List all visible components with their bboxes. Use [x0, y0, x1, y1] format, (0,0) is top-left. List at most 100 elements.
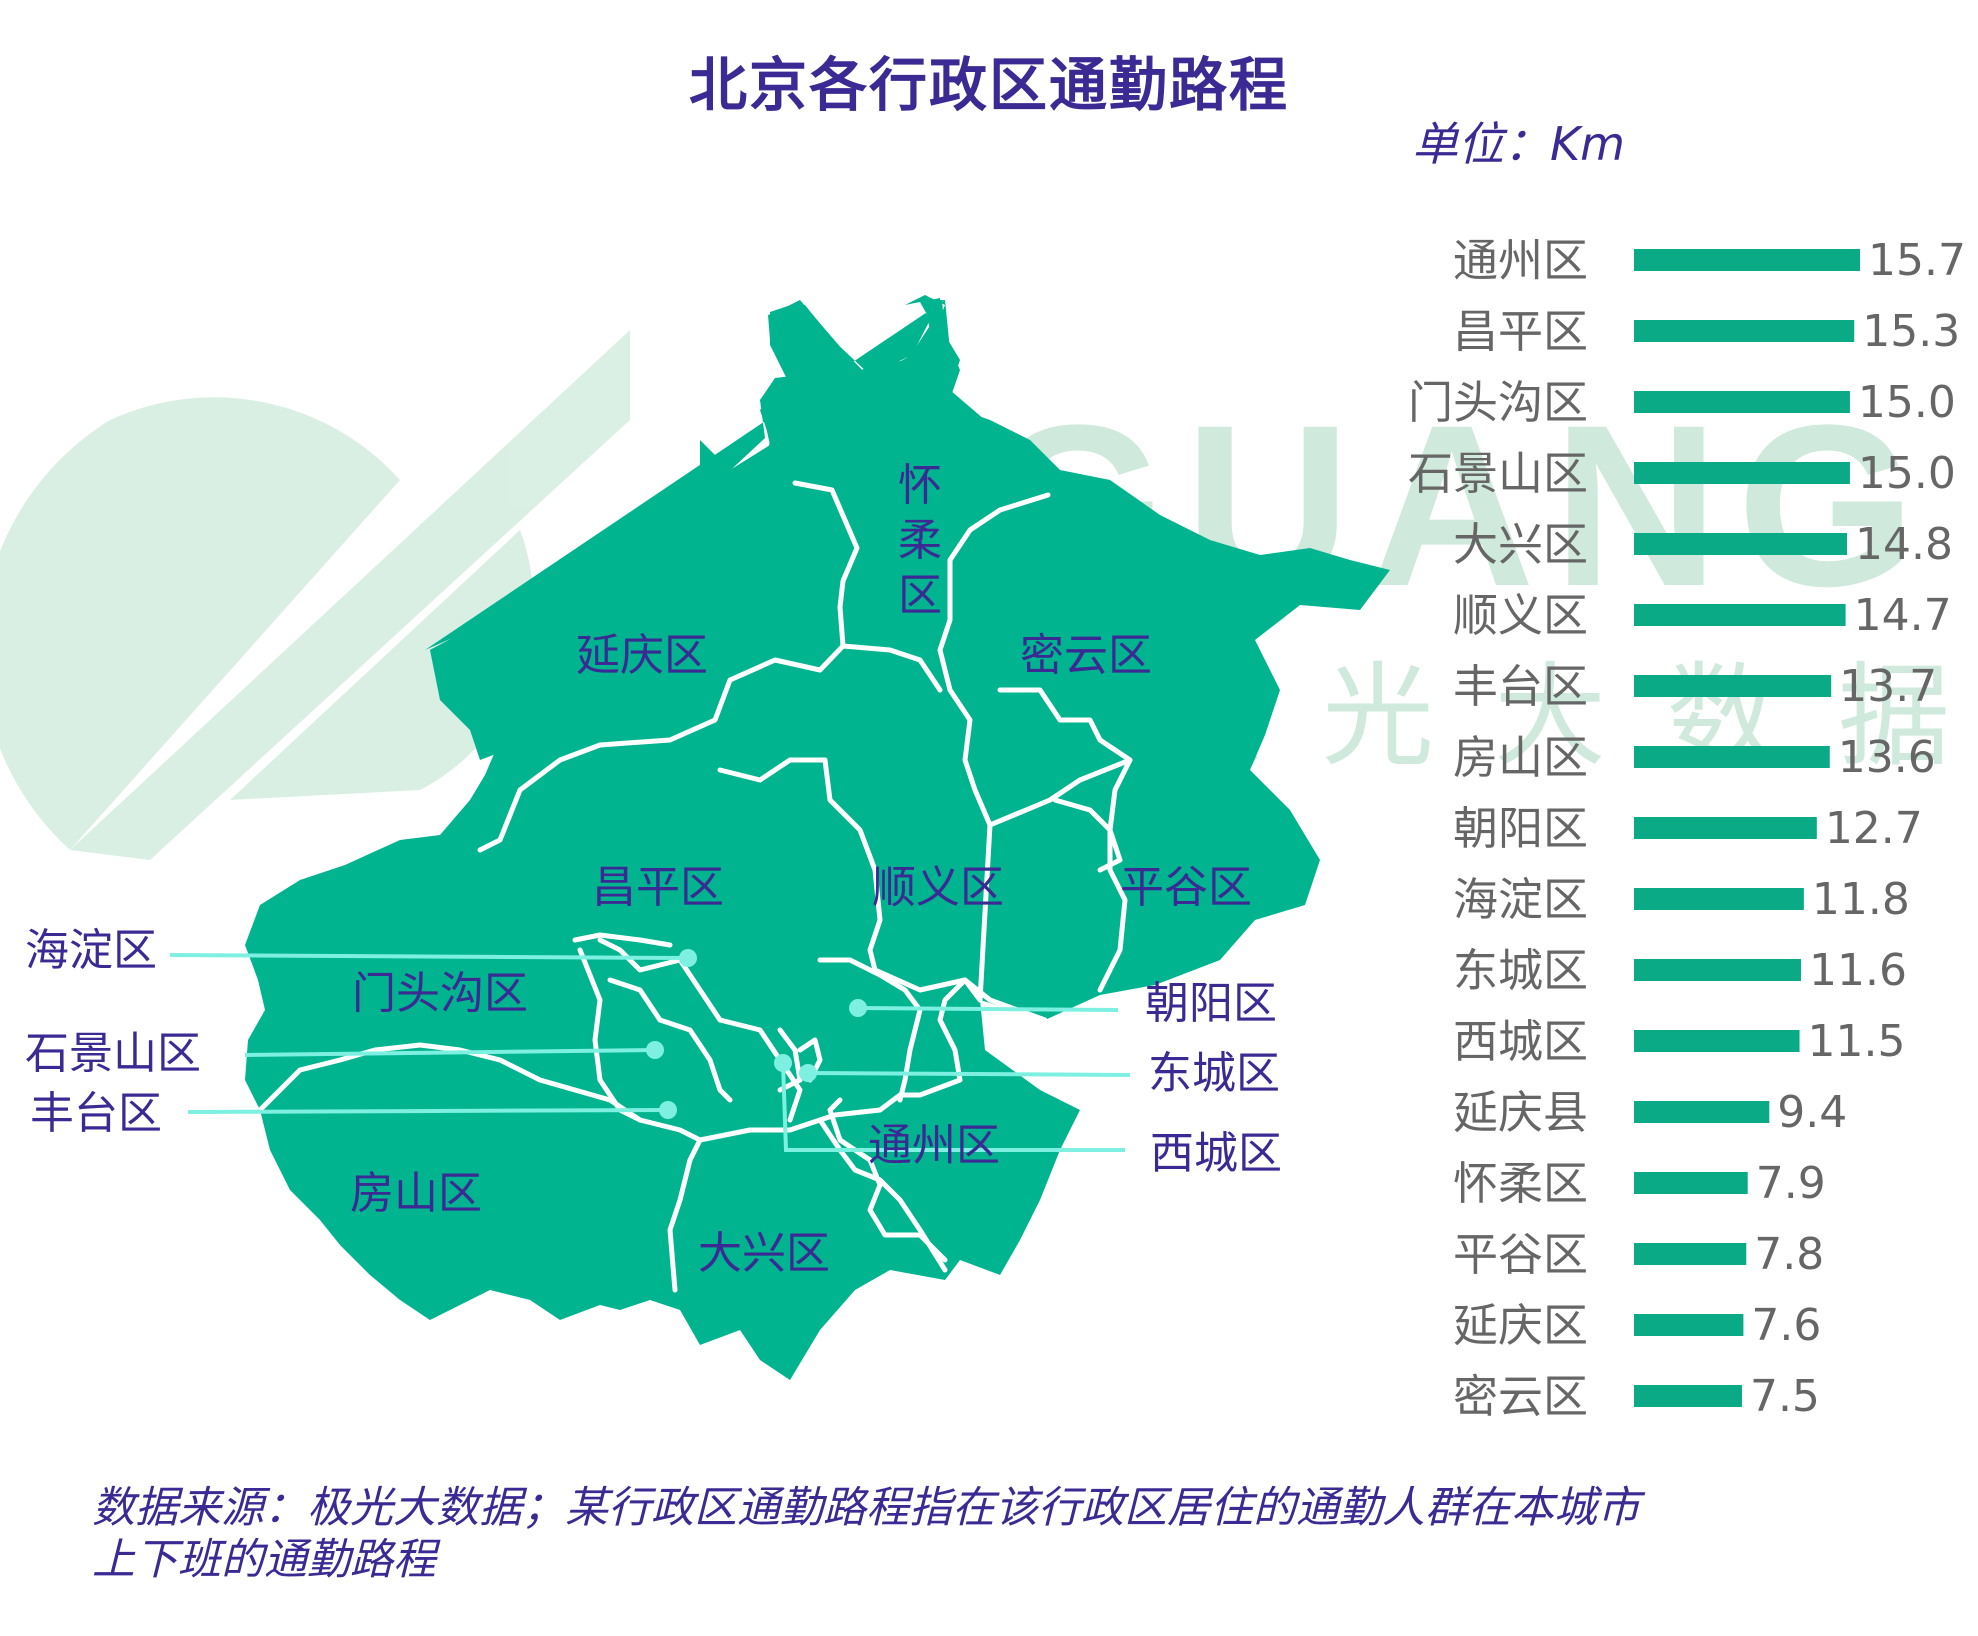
boundary-shijingshan: [607, 977, 733, 1103]
bar-category-label: 门头沟区: [1408, 376, 1588, 429]
map-label-huairou-1: 怀: [898, 460, 942, 511]
bar-category-label: 石景山区: [1408, 447, 1588, 500]
leader-lines: [169, 953, 1131, 1152]
boundary-yanqing: [477, 480, 860, 853]
leader-shijingshan: [244, 1048, 656, 1057]
bar-value-label: 7.6: [1751, 1300, 1821, 1351]
boundary-huairou: [937, 492, 1133, 828]
leader-dots: [646, 949, 867, 1119]
bar-category-label: 延庆县: [1453, 1086, 1588, 1139]
map-yanqing-region: [430, 440, 800, 780]
bar-category-label: 顺义区: [1453, 589, 1588, 642]
map-label-mentougou: 门头沟区: [352, 968, 528, 1019]
bar: [1634, 888, 1804, 910]
bar-value-label: 11.5: [1808, 1016, 1906, 1067]
bar: [1634, 1172, 1748, 1194]
leader-fengtai: [187, 1108, 669, 1114]
leader-xicheng: [781, 1062, 1125, 1152]
bar-value-label: 14.8: [1855, 519, 1953, 570]
boundary-shunyi-pinggu: [1052, 797, 1128, 993]
bar-value-label: 7.9: [1756, 1158, 1826, 1209]
boundary-tongzhou: [827, 1097, 948, 1263]
boundary-xicheng: [777, 1027, 803, 1093]
bar-value-label: 7.8: [1754, 1229, 1824, 1280]
bar: [1634, 675, 1832, 697]
map-label-huairou-3: 区: [898, 570, 942, 621]
bar: [1634, 1314, 1744, 1336]
map-label-fangshan: 房山区: [350, 1168, 482, 1219]
side-label-chaoyang: 朝阳区: [1145, 978, 1277, 1029]
bar-category-label: 延庆区: [1453, 1299, 1588, 1352]
bar-value-label: 14.7: [1854, 590, 1952, 641]
watermark-logo-arc: [0, 397, 400, 850]
bar-category-label: 房山区: [1453, 731, 1588, 784]
bar-value-label: 15.0: [1858, 377, 1956, 428]
map-label-pinggu: 平谷区: [1120, 862, 1252, 913]
boundary-huairou-changping: [840, 643, 943, 693]
boundary-changping: [717, 757, 968, 993]
dot-xicheng: [774, 1054, 792, 1072]
watermark-logo-wedge: [230, 530, 534, 800]
side-label-shijingshan: 石景山区: [25, 1028, 201, 1079]
dot-dongcheng: [799, 1064, 817, 1082]
bar: [1634, 604, 1846, 626]
bar: [1634, 746, 1830, 768]
map-label-changping: 昌平区: [592, 862, 724, 913]
bar-category-label: 怀柔区: [1453, 1157, 1588, 1210]
bar-value-label: 12.7: [1825, 803, 1923, 854]
bar: [1634, 817, 1817, 839]
bar-value-label: 15.7: [1868, 235, 1966, 286]
bar-value-label: 13.7: [1839, 661, 1937, 712]
bar-value-label: 15.3: [1862, 306, 1960, 357]
source-note: 数据来源：极光大数据；某行政区通勤路程指在该行政区居住的通勤人群在本城市 上下班…: [92, 1482, 1872, 1586]
bar: [1634, 249, 1860, 271]
map-label-yanqing: 延庆区: [576, 630, 708, 681]
map-label-shunyi: 顺义区: [872, 862, 1004, 913]
boundary-mentougou: [597, 937, 803, 1123]
bar: [1634, 959, 1801, 981]
dot-fengtai: [659, 1101, 677, 1119]
bar-category-label: 东城区: [1453, 944, 1588, 997]
bar-category-label: 朝阳区: [1453, 802, 1588, 855]
unit-label: 单位：Km: [1412, 117, 1625, 171]
bar-category-label: 海淀区: [1453, 873, 1588, 926]
bar: [1634, 320, 1855, 342]
leader-chaoyang: [857, 1006, 1119, 1012]
bar-value-label: 15.0: [1858, 448, 1956, 499]
bar-category-label: 丰台区: [1453, 660, 1588, 713]
bar-category-label: 平谷区: [1453, 1228, 1588, 1281]
commute-bar-chart: 通州区 15.7 昌平区 15.3 门头沟区 15.0 石景山区 15.0 大兴区 14.8 顺义区…: [1408, 234, 1966, 1423]
bar-value-label: 11.8: [1812, 874, 1910, 925]
side-label-dongcheng: 东城区: [1148, 1048, 1280, 1099]
bar: [1634, 391, 1850, 413]
dot-chaoyang: [849, 999, 867, 1017]
side-label-fengtai: 丰台区: [30, 1088, 162, 1139]
leader-dongcheng: [807, 1071, 1131, 1077]
bar: [1634, 1101, 1770, 1123]
side-label-haidian: 海淀区: [25, 925, 157, 976]
bar-category-label: 大兴区: [1453, 518, 1588, 571]
map-label-miyun: 密云区: [1020, 630, 1152, 681]
side-label-xicheng: 西城区: [1150, 1128, 1282, 1179]
dot-shijingshan: [646, 1041, 664, 1059]
bar: [1634, 1243, 1747, 1265]
watermark-logo: [0, 330, 630, 860]
bar: [1634, 462, 1850, 484]
leader-haidian: [169, 953, 689, 960]
bar-category-label: 通州区: [1453, 234, 1588, 287]
bar-category-label: 密云区: [1453, 1370, 1588, 1423]
bar-value-label: 7.5: [1750, 1371, 1820, 1422]
boundary-haidian: [572, 932, 673, 948]
source-note-line-2: 上下班的通勤路程: [92, 1535, 436, 1585]
dot-haidian: [679, 949, 697, 967]
bar: [1634, 1030, 1800, 1052]
bar-value-label: 9.4: [1777, 1087, 1847, 1138]
watermark-logo-stroke: [70, 330, 630, 860]
beijing-district-map: JIGUANG 极光大数据: [0, 295, 1950, 1380]
bar: [1634, 1385, 1742, 1407]
bar: [1634, 533, 1848, 555]
map-label-tongzhou: 通州区: [868, 1120, 1000, 1171]
bar-category-label: 西城区: [1453, 1015, 1588, 1068]
bar-value-label: 11.6: [1809, 945, 1907, 996]
bar-category-label: 昌平区: [1453, 305, 1588, 358]
